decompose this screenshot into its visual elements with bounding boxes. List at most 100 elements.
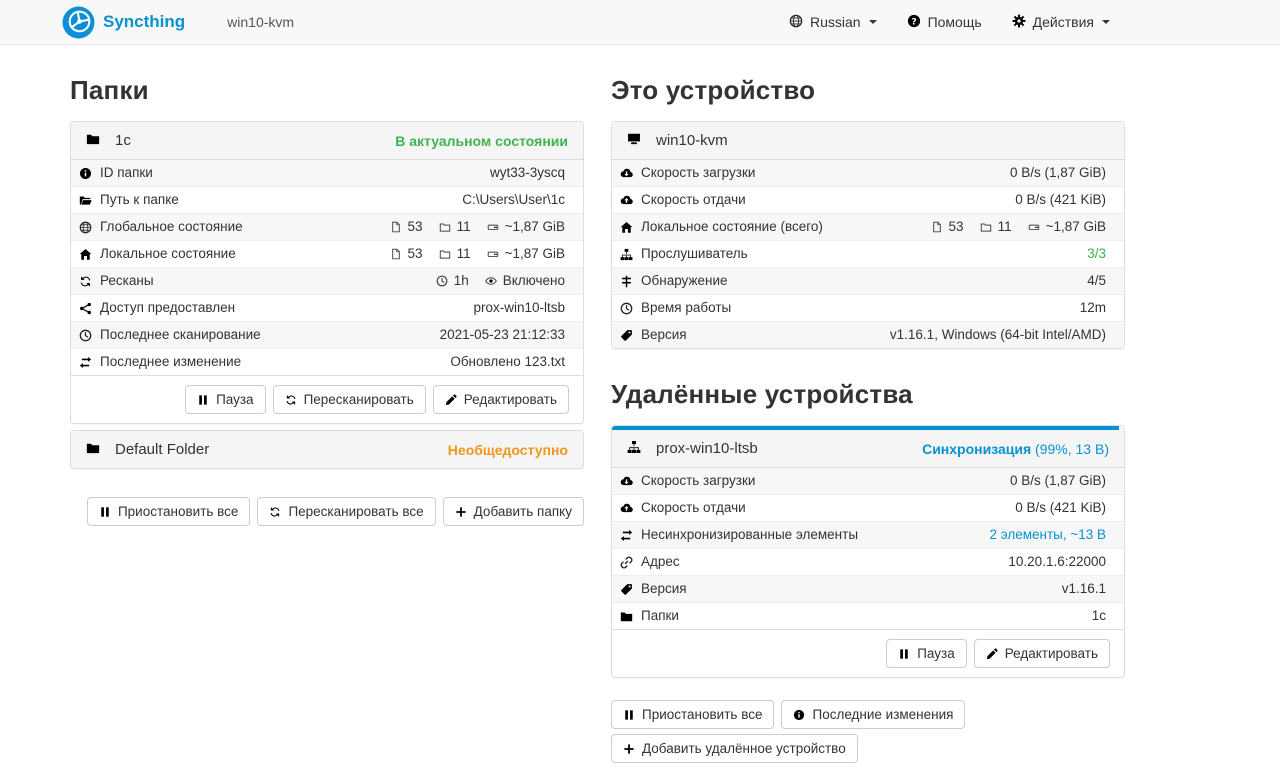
rescan-all-button[interactable]: Пересканировать все	[257, 497, 436, 526]
add-folder-button[interactable]: Добавить папку	[442, 497, 584, 526]
row-value: 53 11 ~1,87 GiB	[390, 245, 575, 263]
button-label: Редактировать	[463, 392, 557, 407]
sliders-icon	[620, 275, 633, 288]
remote-device-header[interactable]: prox-win10-ltsb Синхронизация (99%, 13 B…	[612, 430, 1124, 468]
this-device-table: Скорость загрузки 0 B/s (1,87 GiB) Скорост…	[612, 160, 1124, 348]
device-status-badge: Синхронизация (99%, 13 B)	[922, 440, 1109, 457]
actions-dropdown[interactable]: Действия	[1012, 14, 1110, 31]
info-icon	[79, 167, 92, 180]
remote-device-table: Скорость загрузки 0 B/s (1,87 GiB) Скорост…	[612, 468, 1124, 629]
row-label: Скорость загрузки	[620, 164, 755, 182]
folder-1c-header[interactable]: 1c В актуальном состоянии	[71, 122, 583, 160]
cloud-down-icon	[620, 475, 633, 488]
out-of-sync-link[interactable]: 2 элементы, ~13 B	[989, 527, 1106, 542]
device-name: win10-kvm	[656, 132, 728, 149]
row-label: Скорость отдачи	[620, 191, 746, 209]
help-menu[interactable]: Помощь	[907, 14, 982, 31]
remote-device-panel: prox-win10-ltsb Синхронизация (99%, 13 B…	[611, 425, 1125, 678]
table-row: Ресканы 1h Включено	[71, 267, 583, 294]
table-row: Папки 1c	[612, 602, 1124, 629]
row-label: Локальное состояние (всего)	[620, 218, 823, 236]
row-label: Скорость загрузки	[620, 472, 755, 490]
row-value: 53 11 ~1,87 GiB	[390, 218, 575, 236]
this-device-header[interactable]: win10-kvm	[612, 122, 1124, 160]
language-label: Russian	[809, 14, 861, 30]
caret-down-icon	[868, 20, 877, 24]
hdd-icon	[487, 248, 499, 260]
add-remote-device-button[interactable]: Добавить удалённое устройство	[611, 734, 858, 763]
remote-devices-title: Удалённые устройства	[611, 379, 913, 409]
rescan-button[interactable]: Пересканировать	[272, 385, 426, 414]
table-row: Несинхронизированные элементы 2 элементы,…	[612, 521, 1124, 548]
recent-changes-button[interactable]: Последние изменения	[781, 700, 966, 729]
table-row: Обнаружение 4/5	[612, 267, 1124, 294]
table-row: Доступ предоставлен prox-win10-ltsb	[71, 294, 583, 321]
edit-icon	[986, 648, 998, 660]
folder-open-icon	[79, 194, 92, 207]
language-dropdown[interactable]: Russian	[789, 14, 877, 31]
pause-device-button[interactable]: Пауза	[886, 639, 967, 668]
row-value: C:\Users\User\1c	[462, 192, 565, 207]
pause-button[interactable]: Пауза	[185, 385, 266, 414]
help-label: Помощь	[927, 14, 982, 30]
row-label: Скорость отдачи	[620, 499, 746, 517]
row-label: Версия	[620, 580, 687, 598]
table-row: Адрес 10.20.1.6:22000	[612, 548, 1124, 575]
link-icon	[620, 556, 633, 569]
main-content: Папки 1c В актуальном состоянии ID папки…	[70, 45, 1125, 763]
table-row: Локальное состояние 53 11 ~1,87 GiB	[71, 240, 583, 267]
devices-column: Это устройство win10-kvm Скорость загруз…	[611, 45, 1125, 763]
button-label: Пауза	[917, 646, 955, 661]
brand-title[interactable]: Syncthing	[103, 12, 186, 31]
folder-status-badge: В актуальном состоянии	[395, 132, 568, 149]
row-value: 4/5	[1087, 273, 1106, 288]
navbar: Syncthing win10-kvm Russian Помощь Дейст…	[0, 0, 1280, 45]
button-label: Последние изменения	[812, 707, 954, 722]
row-value: 1c	[1091, 608, 1106, 623]
file-icon	[390, 248, 402, 260]
table-row: ID папки wyt33-3yscq	[71, 160, 583, 186]
syncthing-logo-icon[interactable]	[62, 6, 95, 39]
clock-icon	[436, 275, 448, 287]
cloud-up-icon	[620, 502, 633, 515]
sitemap-icon	[627, 440, 641, 454]
eye-icon	[485, 275, 497, 287]
pause-icon	[197, 394, 209, 406]
this-device-panel: win10-kvm Скорость загрузки 0 B/s (1,87 G…	[611, 121, 1125, 349]
folders-column: Папки 1c В актуальном состоянии ID папки…	[70, 45, 584, 763]
folder-icon	[86, 441, 100, 455]
row-value: 2 элементы, ~13 B	[989, 526, 1116, 544]
table-row: Время работы 12m	[612, 294, 1124, 321]
row-value: 1h Включено	[436, 272, 575, 290]
row-label: Обнаружение	[620, 272, 728, 290]
row-value: 12m	[1079, 300, 1106, 315]
pause-icon	[623, 709, 635, 721]
row-value: 3/3	[1087, 246, 1106, 261]
remote-device-actions: Пауза Редактировать	[612, 629, 1124, 677]
row-value: wyt33-3yscq	[489, 165, 565, 180]
button-label: Пересканировать	[303, 392, 414, 407]
row-label: ID папки	[79, 164, 153, 182]
tag-icon	[620, 329, 633, 342]
devices-footer-actions: Приостановить все Последние изменения Доба…	[611, 700, 1125, 763]
row-label: Путь к папке	[79, 191, 179, 209]
refresh-icon	[285, 394, 297, 406]
pause-all-folders-button[interactable]: Приостановить все	[86, 497, 251, 526]
caret-down-icon	[1102, 20, 1110, 24]
table-row: Путь к папке C:\Users\User\1c	[71, 186, 583, 213]
edit-button[interactable]: Редактировать	[432, 385, 569, 414]
folders-footer-actions: Приостановить все Пересканировать все Доба…	[70, 497, 584, 526]
pause-icon	[99, 506, 111, 518]
table-row: Версия v1.16.1	[612, 575, 1124, 602]
folder-name: 1c	[115, 132, 131, 149]
exchange-icon	[79, 356, 92, 369]
folder-status-badge: Необщедоступно	[447, 441, 568, 458]
folder-default-header[interactable]: Default Folder Необщедоступно	[71, 431, 583, 468]
edit-device-button[interactable]: Редактировать	[973, 639, 1110, 668]
row-value: 53 11 ~1,87 GiB	[931, 218, 1116, 236]
row-label: Последнее сканирование	[79, 326, 261, 344]
pause-all-devices-button[interactable]: Приостановить все	[611, 700, 775, 729]
sync-progress-bar	[612, 426, 1119, 430]
folder-panel-1c: 1c В актуальном состоянии ID папки wyt33-…	[70, 121, 584, 424]
button-label: Приостановить все	[642, 707, 763, 722]
